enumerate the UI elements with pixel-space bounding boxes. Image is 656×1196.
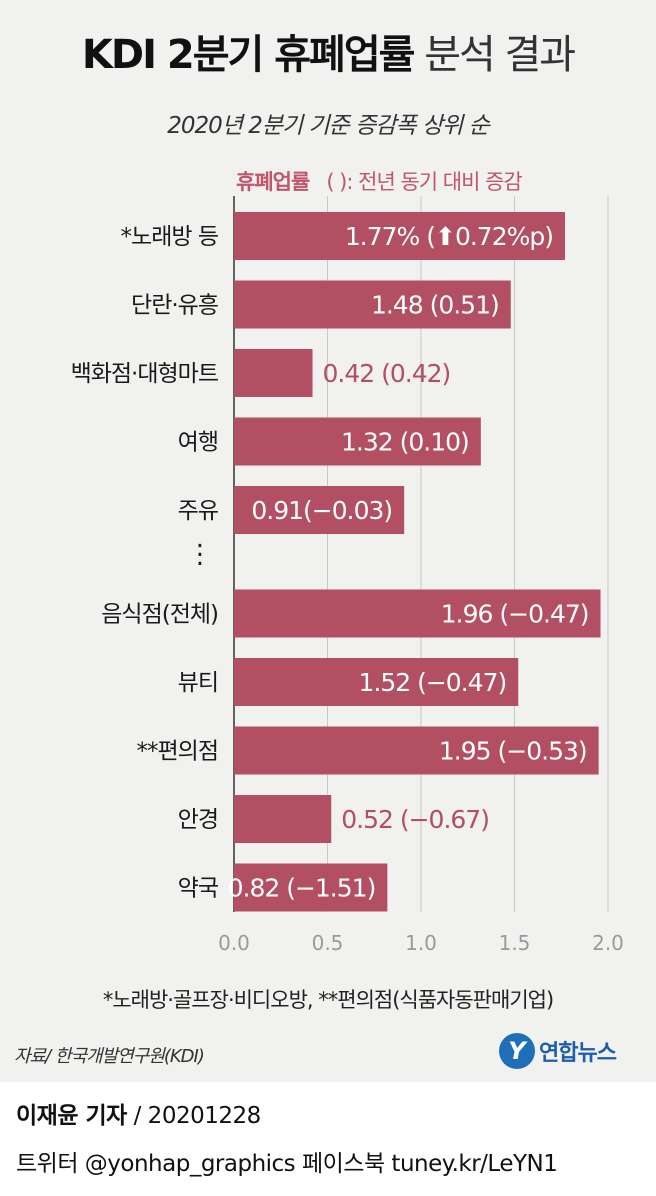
source-credit: 자료/ 한국개발연구원(KDI) (14, 1046, 205, 1067)
yonhap-logo: Y 연합뉴스 (499, 1030, 617, 1072)
category-label: 주유 (178, 498, 218, 524)
page-subtitle: 2020년 2분기 기준 증감폭 상위 순 (167, 113, 489, 139)
bar (234, 349, 313, 397)
publish-date: / 20201228 (126, 1103, 262, 1129)
x-tick-label: 2.0 (592, 931, 624, 955)
social-links: 트위터 @yonhap_graphics 페이스북 tuney.kr/LeYN1 (16, 1151, 558, 1177)
category-label: 백화점·대형마트 (71, 361, 218, 387)
category-label: 단란·유흥 (131, 293, 218, 319)
x-tick-label: 1.5 (499, 931, 531, 955)
data-label: 1.48 (0.51) (371, 291, 499, 320)
bar (234, 726, 599, 775)
data-label: 1.52 (−0.47) (359, 668, 507, 697)
bar (234, 795, 332, 843)
data-label: 1.96 (−0.47) (441, 600, 589, 629)
title-bold: KDI 2분기 휴폐업률 (81, 32, 416, 78)
data-label: 1.77% (⬆0.72%p) (345, 222, 553, 251)
category-label: *노래방 등 (121, 224, 218, 250)
x-tick-label: 0.5 (312, 931, 344, 955)
x-tick-label: 1.0 (405, 931, 437, 955)
bar (234, 863, 388, 912)
legend: 휴폐업률 ( ): 전년 동기 대비 증감 (236, 166, 640, 196)
legend-label: 휴폐업률 (236, 170, 310, 194)
bar (234, 417, 481, 466)
bar (234, 658, 519, 706)
category-label: **편의점 (137, 739, 218, 765)
footnote: *노래방·골프장·비디오방, **편의점(식품자동판매기업) (102, 988, 554, 1012)
data-label: 0.82 (−1.51) (228, 874, 376, 903)
data-label: 0.52 (−0.67) (341, 805, 489, 834)
data-label: 1.32 (0.10) (341, 428, 469, 457)
category-label: 뷰티 (178, 670, 218, 696)
byline: 이재윤 기자 / 20201228 (16, 1096, 261, 1130)
reporter-name: 이재윤 기자 (16, 1103, 127, 1129)
bar (234, 280, 511, 329)
page-title: KDI 2분기 휴폐업률 분석 결과 (0, 30, 656, 80)
bar (234, 486, 405, 534)
data-label: 0.91(−0.03) (251, 496, 392, 525)
gap-marker: ⋮ (187, 540, 213, 570)
bar (234, 589, 601, 638)
category-label: 약국 (178, 876, 218, 902)
category-label: 음식점(전체) (101, 602, 218, 628)
bar-chart: 0.0 0.5 1.0 1.5 2.0 *노래방 등 1.77% (⬆0.72%p) 단란·유… (71, 196, 624, 955)
data-label: 0.42 (0.42) (323, 359, 451, 388)
data-label: 1.95 (−0.53) (439, 737, 587, 766)
category-label: 안경 (178, 807, 218, 833)
title-light: 분석 결과 (424, 32, 576, 78)
yonhap-logo-text: 연합뉴스 (539, 1041, 617, 1066)
x-tick-label: 0.0 (218, 931, 250, 955)
bar (234, 212, 565, 260)
legend-note: ( ): 전년 동기 대비 증감 (326, 170, 522, 194)
category-label: 여행 (178, 430, 218, 456)
yonhap-logo-icon: Y (499, 1033, 535, 1069)
